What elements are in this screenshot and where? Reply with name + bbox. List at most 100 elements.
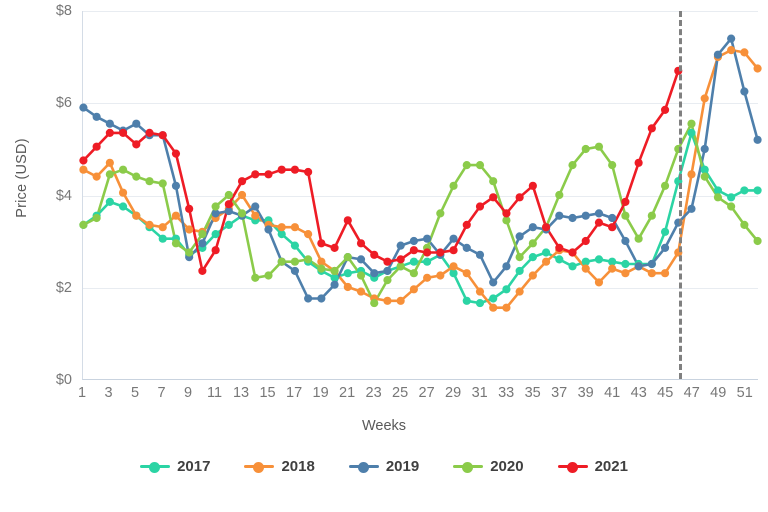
data-point	[555, 190, 564, 200]
data-point	[158, 131, 167, 140]
data-point	[713, 50, 723, 59]
legend-label: 2021	[594, 458, 628, 475]
forecast-divider-line	[679, 11, 683, 379]
x-tick-label: 33	[498, 385, 515, 401]
data-point	[475, 287, 485, 296]
legend-item-2019[interactable]: 2019	[348, 458, 420, 475]
x-tick-label: 41	[604, 385, 621, 401]
legend-item-2020[interactable]: 2020	[453, 458, 524, 475]
data-point	[621, 259, 630, 269]
data-point	[528, 223, 537, 232]
data-point	[409, 269, 418, 278]
data-point	[79, 220, 88, 229]
data-point	[145, 177, 154, 186]
data-point	[237, 177, 247, 186]
data-point	[753, 64, 762, 73]
data-point	[660, 243, 670, 252]
data-point	[343, 253, 352, 262]
x-tick-label: 49	[710, 385, 727, 401]
data-point	[489, 177, 498, 186]
legend-swatch-icon	[557, 460, 588, 473]
data-point	[370, 250, 379, 259]
data-point	[713, 186, 723, 195]
data-point	[753, 236, 762, 246]
data-point	[277, 257, 286, 266]
legend-label: 2019	[385, 458, 420, 475]
data-point	[224, 220, 233, 229]
x-tick-label: 45	[657, 385, 674, 401]
x-tick-label: 19	[312, 385, 329, 401]
data-point	[356, 271, 366, 280]
data-point	[647, 211, 656, 220]
data-point	[132, 119, 141, 128]
data-point	[304, 167, 313, 177]
data-point	[660, 269, 670, 278]
data-point	[264, 225, 273, 234]
data-point	[475, 250, 485, 259]
data-point	[211, 209, 220, 218]
data-point	[356, 255, 366, 264]
data-point	[700, 94, 709, 103]
y-tick-label: $0	[55, 372, 72, 388]
data-point	[608, 257, 617, 266]
data-point	[317, 239, 326, 248]
data-point	[608, 161, 617, 170]
data-point	[383, 296, 392, 305]
data-point	[515, 193, 524, 202]
data-point	[277, 230, 286, 239]
data-point	[753, 186, 762, 195]
data-point	[330, 280, 339, 289]
chart-legend: 2017 2018 2019 2020 2021	[0, 458, 768, 475]
data-point	[581, 144, 590, 154]
gridlines	[83, 11, 758, 379]
data-point	[568, 248, 577, 257]
data-point	[581, 264, 590, 273]
y-tick-label: $2	[55, 279, 72, 296]
data-point	[383, 276, 392, 285]
data-point	[436, 248, 445, 257]
data-point	[462, 243, 471, 252]
data-point	[423, 234, 432, 243]
data-point	[528, 253, 537, 262]
data-point	[687, 204, 696, 213]
data-point	[727, 202, 736, 211]
data-point	[185, 248, 194, 257]
data-point	[290, 223, 300, 232]
legend-item-2018[interactable]: 2018	[244, 458, 315, 475]
x-tick-label: 39	[577, 385, 594, 401]
data-point	[581, 236, 590, 246]
data-point	[105, 170, 114, 179]
data-point	[528, 271, 537, 280]
y-axis-ticks: $0 $2 $4 $6 $8	[0, 0, 72, 392]
data-point	[409, 236, 418, 246]
x-tick-label: 13	[232, 385, 250, 401]
x-tick-label: 7	[157, 385, 166, 401]
data-point	[237, 190, 247, 200]
data-point	[145, 220, 154, 229]
data-point	[621, 197, 630, 206]
x-axis-ticks: 1 3 5 7 9 11 13 15 17 19 21 23 25 27 29 31 33 35 37 39 41 43 4…	[78, 385, 758, 408]
legend-item-2017[interactable]: 2017	[140, 458, 210, 475]
x-tick-label: 27	[418, 385, 435, 401]
series-line-2019	[82, 37, 759, 300]
legend-item-2021[interactable]: 2021	[557, 458, 628, 475]
data-point	[211, 202, 220, 211]
x-tick-label: 17	[286, 385, 303, 401]
data-point	[634, 234, 643, 243]
data-point	[423, 248, 432, 257]
data-point	[317, 294, 326, 303]
data-point	[687, 170, 696, 179]
data-point	[608, 264, 617, 273]
data-point	[118, 202, 128, 211]
data-point	[727, 34, 736, 43]
data-point	[727, 193, 736, 202]
data-point	[740, 220, 749, 229]
x-tick-label: 47	[683, 385, 700, 401]
x-tick-label: 11	[207, 385, 223, 401]
data-point	[132, 140, 141, 149]
data-point	[343, 282, 352, 292]
data-point	[396, 262, 405, 271]
data-point	[594, 255, 604, 264]
data-point	[79, 156, 88, 165]
data-point	[409, 257, 418, 266]
